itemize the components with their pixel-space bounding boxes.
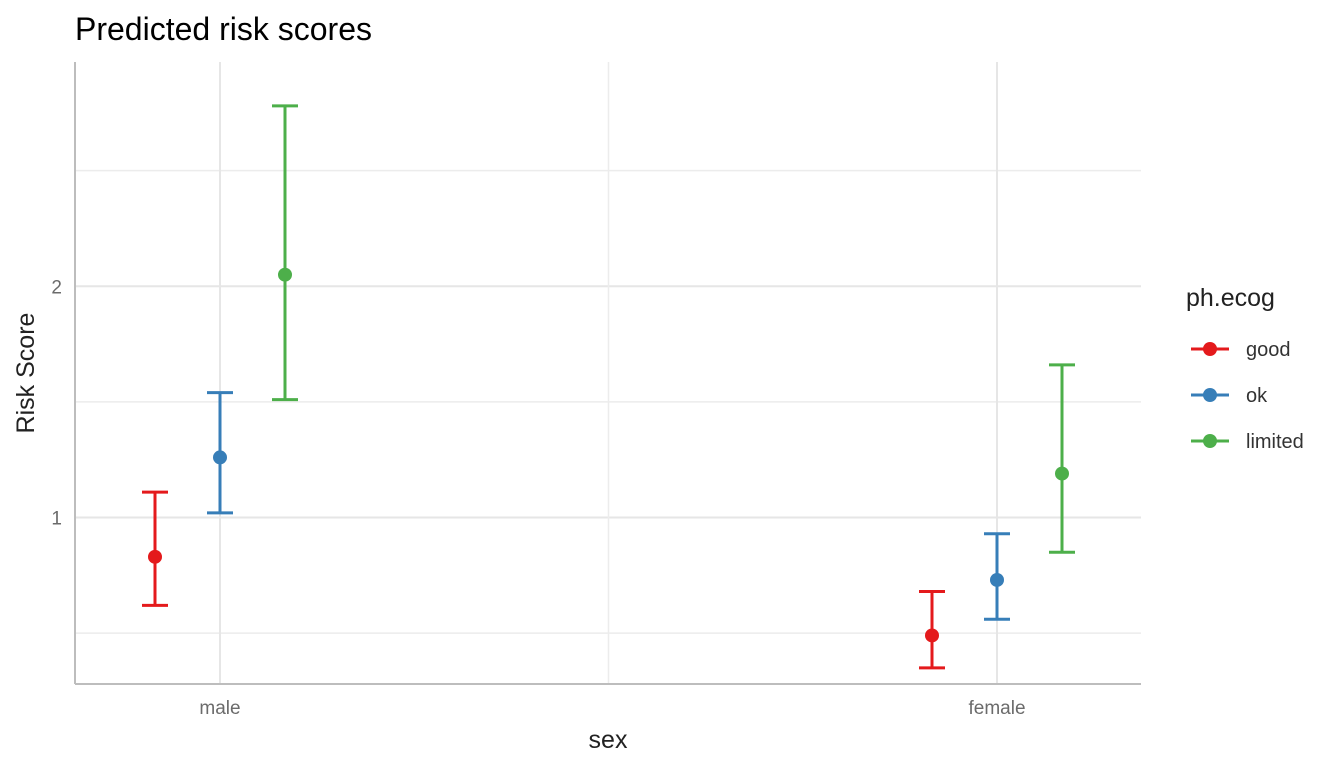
x-tick-label-male: male xyxy=(199,698,240,719)
point-good-male xyxy=(148,549,162,564)
point-ok-female xyxy=(990,572,1004,587)
y-tick-label: 2 xyxy=(51,277,62,298)
point-limited-male xyxy=(278,267,292,282)
x-tick-labels: male female xyxy=(199,698,1025,719)
legend-item-limited: limited xyxy=(1191,431,1304,453)
point-ok-male xyxy=(213,450,227,465)
grid xyxy=(75,62,1141,684)
point-limited-female xyxy=(1055,466,1069,481)
series-good xyxy=(142,490,945,670)
legend: ph.ecog good ok limited xyxy=(1186,284,1304,453)
legend-title: ph.ecog xyxy=(1186,284,1275,312)
legend-label: ok xyxy=(1246,385,1268,407)
y-axis-title: Risk Score xyxy=(12,313,40,434)
legend-key-point xyxy=(1203,342,1217,356)
chart-title: Predicted risk scores xyxy=(75,11,372,47)
y-tick-label: 1 xyxy=(51,509,62,530)
series-ok xyxy=(207,391,1010,621)
legend-label: limited xyxy=(1246,431,1304,453)
y-tick-labels: 12 xyxy=(51,277,62,529)
series-limited xyxy=(272,104,1075,554)
x-tick-label-female: female xyxy=(968,698,1025,719)
axes xyxy=(74,62,1141,685)
legend-key-point xyxy=(1203,388,1217,402)
series xyxy=(142,104,1075,670)
legend-label: good xyxy=(1246,339,1291,361)
legend-item-ok: ok xyxy=(1191,385,1268,407)
x-axis-title: sex xyxy=(589,726,628,754)
legend-items: good ok limited xyxy=(1191,339,1304,453)
legend-item-good: good xyxy=(1191,339,1291,361)
point-good-female xyxy=(925,628,939,643)
legend-key-point xyxy=(1203,434,1217,448)
